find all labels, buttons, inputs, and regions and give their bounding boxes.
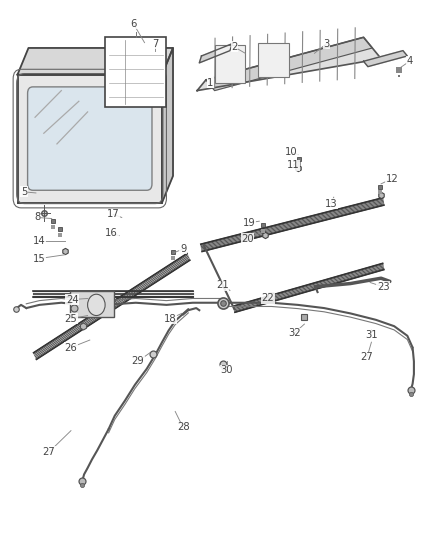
- Text: 21: 21: [216, 280, 229, 290]
- Text: 10: 10: [285, 147, 297, 157]
- Text: 30: 30: [221, 366, 233, 375]
- Text: 28: 28: [177, 423, 189, 432]
- Text: 2: 2: [231, 42, 237, 52]
- Text: 32: 32: [288, 328, 300, 338]
- Polygon shape: [206, 37, 372, 91]
- Text: 31: 31: [365, 330, 378, 340]
- Text: 6: 6: [131, 19, 137, 29]
- Polygon shape: [18, 75, 162, 203]
- Polygon shape: [197, 37, 381, 91]
- Text: 27: 27: [360, 352, 374, 362]
- Text: 1: 1: [207, 78, 213, 87]
- Text: 29: 29: [131, 357, 145, 366]
- Bar: [258, 43, 289, 77]
- Text: 24: 24: [66, 295, 78, 304]
- Polygon shape: [364, 51, 407, 67]
- Text: 15: 15: [33, 254, 46, 263]
- Text: 17: 17: [106, 209, 120, 219]
- Bar: [215, 45, 245, 83]
- Text: 8: 8: [34, 213, 40, 222]
- Text: 23: 23: [377, 282, 389, 292]
- Text: 22: 22: [261, 294, 275, 303]
- Text: 27: 27: [42, 447, 56, 457]
- Text: 7: 7: [152, 39, 159, 49]
- Polygon shape: [162, 48, 173, 203]
- Text: 4: 4: [406, 56, 413, 66]
- Polygon shape: [18, 48, 173, 75]
- Text: 18: 18: [164, 314, 176, 324]
- Text: 12: 12: [385, 174, 399, 183]
- Text: 3: 3: [323, 39, 329, 49]
- Text: 11: 11: [287, 160, 300, 170]
- FancyBboxPatch shape: [28, 87, 152, 190]
- Text: 1: 1: [207, 78, 213, 87]
- Text: 19: 19: [242, 218, 255, 228]
- Bar: [105, 37, 166, 107]
- Text: 14: 14: [33, 236, 46, 246]
- Text: 13: 13: [325, 199, 337, 208]
- Bar: [70, 291, 114, 317]
- Text: 16: 16: [105, 229, 118, 238]
- Text: 9: 9: [180, 244, 186, 254]
- Text: 25: 25: [64, 314, 78, 324]
- Text: 20: 20: [241, 234, 254, 244]
- Text: 26: 26: [64, 343, 78, 352]
- Polygon shape: [199, 44, 232, 63]
- Circle shape: [88, 294, 105, 316]
- Text: 5: 5: [21, 187, 27, 197]
